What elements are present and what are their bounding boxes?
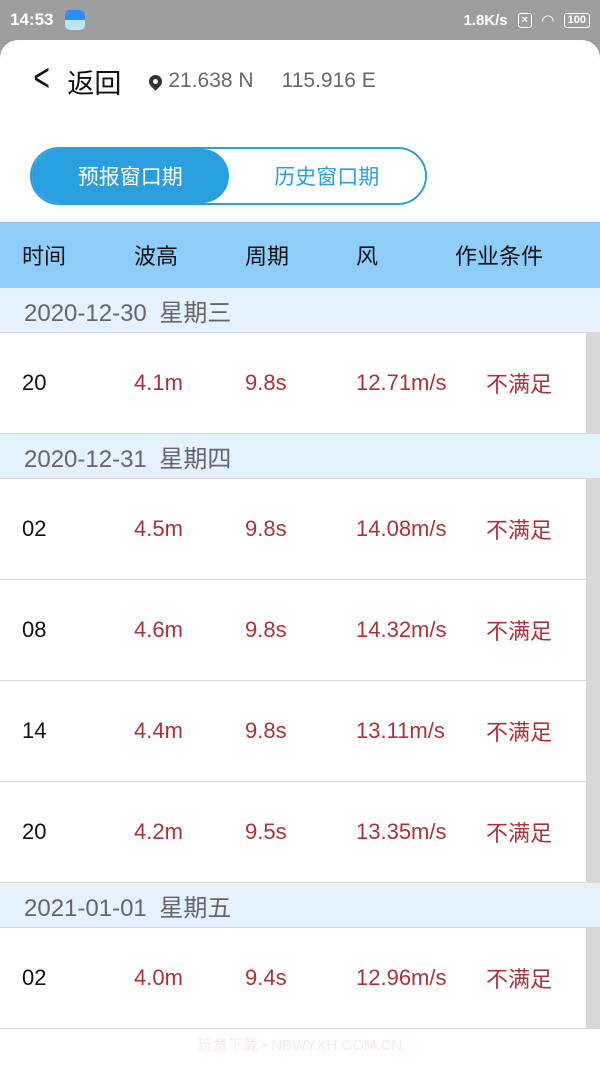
location-pin-icon [146,71,166,91]
table-row[interactable]: 20 4.1m 9.8s 12.71m/s 不满足 [0,333,586,434]
table-row[interactable]: 20 4.2m 9.5s 13.35m/s 不满足 [0,782,586,883]
column-time: 时间 [22,244,67,269]
status-bar: 14:53 1.8K/s × ◠ 100 [0,0,600,40]
window-toggle: 预报窗口期 历史窗口期 [30,147,427,205]
table-row[interactable]: 08 4.6m 9.8s 14.32m/s 不满足 [0,580,586,681]
coordinates: 21.638 N 115.916 E [146,69,376,93]
longitude: 115.916 E [281,69,376,92]
cell-time: 20 [22,370,47,395]
column-condition: 作业条件 [455,244,544,269]
cell-time: 02 [22,516,47,541]
cell-period: 9.8s [245,718,287,743]
back-chevron-icon[interactable]: < [33,56,50,100]
cell-time: 20 [22,819,47,844]
column-wave-height: 波高 [134,244,179,269]
row-group: 20 4.1m 9.8s 12.71m/s 不满足 [0,333,600,434]
tab-forecast[interactable]: 预报窗口期 [32,149,229,203]
cell-wind: 13.35m/s [356,819,447,844]
cell-condition: 不满足 [486,619,553,644]
cell-condition: 不满足 [486,967,553,992]
column-period: 周期 [245,244,290,269]
cell-period: 9.5s [245,819,287,844]
table-row[interactable]: 02 4.5m 9.8s 14.08m/s 不满足 [0,479,586,580]
cell-wave-height: 4.0m [134,965,183,990]
forecast-list[interactable]: 2020-12-30 星期三 20 4.1m 9.8s 12.71m/s 不满足 2020-… [0,288,600,1029]
cell-period: 9.8s [245,370,287,395]
network-speed: 1.8K/s [463,11,508,29]
cell-wind: 14.32m/s [356,617,447,642]
date-header: 2021-01-01 星期五 [0,883,600,928]
cell-wind: 13.11m/s [356,718,445,743]
cell-condition: 不满足 [486,720,553,745]
cell-wind: 12.96m/s [356,965,447,990]
sim-icon: × [517,12,533,28]
battery-icon: 100 [563,12,590,28]
page: < 返回 21.638 N 115.916 E 预报窗口期 历史窗口期 时间 波… [0,40,600,1067]
wifi-icon: ◠ [542,12,554,29]
cell-period: 9.8s [245,516,287,541]
table-row[interactable]: 02 4.0m 9.4s 12.96m/s 不满足 [0,928,586,1029]
header: < 返回 21.638 N 115.916 E [0,40,600,122]
cell-wave-height: 4.6m [134,617,183,642]
date-header: 2020-12-31 星期四 [0,434,600,479]
tab-history[interactable]: 历史窗口期 [274,166,380,189]
cell-period: 9.4s [245,965,287,990]
table-row[interactable]: 14 4.4m 9.8s 13.11m/s 不满足 [0,681,586,782]
cell-wave-height: 4.5m [134,516,183,541]
row-group: 02 4.0m 9.4s 12.96m/s 不满足 [0,928,600,1029]
cell-time: 08 [22,617,47,642]
cell-condition: 不满足 [486,518,553,543]
table-header: 时间 波高 周期 风 作业条件 [0,222,600,288]
date-header: 2020-12-30 星期三 [0,288,600,333]
cell-condition: 不满足 [486,821,553,846]
weather-app-icon [65,10,86,30]
back-button[interactable]: 返回 [67,68,122,99]
cell-time: 02 [22,965,47,990]
cell-wave-height: 4.2m [134,819,183,844]
cell-condition: 不满足 [486,372,553,397]
clock: 14:53 [10,10,54,29]
cell-period: 9.8s [245,617,287,642]
row-group: 02 4.5m 9.8s 14.08m/s 不满足 08 4.6m 9.8s 14.32m/s 不… [0,479,600,883]
column-wind: 风 [356,244,379,269]
cell-time: 14 [22,718,47,743]
watermark: 玩意下载 • NBWYXH.COM.CN [197,1037,403,1054]
cell-wind: 14.08m/s [356,516,447,541]
latitude: 21.638 N [168,69,254,92]
cell-wind: 12.71m/s [356,370,447,395]
cell-wave-height: 4.4m [134,718,183,743]
cell-wave-height: 4.1m [134,370,183,395]
